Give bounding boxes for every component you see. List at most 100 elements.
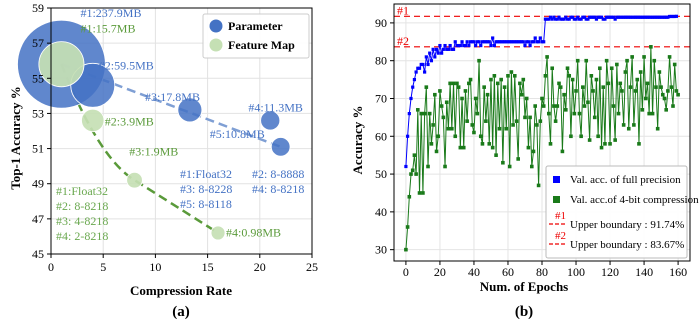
b-legend-boundary-tag-2: #2 (555, 230, 566, 242)
a-legend-box (202, 13, 310, 59)
b-point (480, 40, 485, 44)
a-x-tick-label: 0 (48, 260, 54, 274)
b-point (649, 45, 653, 49)
b-point (479, 43, 483, 48)
b-point (642, 15, 646, 19)
a-y-axis-label: Top-1 Accuracy % (8, 86, 23, 190)
b-point (431, 123, 435, 127)
b-point (560, 17, 565, 21)
b-point (541, 104, 546, 108)
b-point (531, 40, 536, 44)
b-point (613, 138, 617, 142)
b-point (572, 17, 576, 21)
b-point (434, 149, 439, 154)
a-legend-parameter-marker (209, 19, 223, 33)
b-point (579, 17, 583, 21)
b-point (468, 40, 473, 44)
b-point (552, 15, 556, 19)
b-point (661, 15, 665, 19)
b-point (511, 123, 515, 127)
b-point (409, 96, 413, 101)
b-point (463, 89, 468, 93)
b-x-tick-label: 140 (635, 265, 653, 279)
b-point (609, 66, 614, 71)
b-point (472, 40, 476, 44)
b-point (472, 130, 476, 135)
b-point (596, 134, 600, 139)
b-point (587, 138, 592, 142)
b-point (603, 142, 607, 146)
b-point (596, 15, 600, 19)
b-point (518, 40, 522, 44)
b-point (513, 40, 517, 44)
b-y-tick-label: 30 (375, 243, 387, 257)
a-legend-parameter-label: Parameter (228, 19, 283, 33)
b-point (604, 58, 609, 63)
b-point (518, 81, 522, 86)
b-point (649, 15, 653, 19)
a-parameter-bubble-5 (270, 137, 291, 157)
b-point (620, 89, 624, 93)
a-parameter-config-label: #5: 8-8118 (180, 197, 232, 211)
b-point (526, 145, 531, 150)
b-point (538, 119, 543, 123)
b-point (506, 40, 510, 44)
b-point (416, 66, 420, 70)
b-y-tick-label: 40 (375, 205, 387, 219)
b-point (598, 66, 602, 71)
b-point (548, 142, 553, 146)
b-point (565, 17, 570, 21)
b-point (490, 145, 495, 150)
b-point (654, 85, 658, 89)
b-point (536, 40, 541, 44)
b-point (542, 40, 546, 44)
b-point (637, 142, 641, 146)
b-point (412, 153, 417, 157)
b-point (480, 142, 485, 146)
b-y-tick-label: 70 (375, 91, 387, 105)
b-point (494, 153, 498, 157)
a-parameter-point-label: #5:10.8MB (210, 127, 265, 141)
a-plot-frame (50, 7, 313, 255)
b-point (431, 47, 435, 51)
b-point (656, 15, 660, 19)
b-point (414, 172, 418, 176)
b-point (407, 112, 411, 116)
b-point (633, 15, 638, 19)
b-point (540, 40, 544, 44)
b-point (635, 15, 639, 19)
b-point (627, 15, 631, 19)
b-point (506, 74, 510, 78)
b-point (424, 85, 429, 89)
b-point (484, 40, 488, 44)
b-point (429, 59, 434, 63)
a-parameter-point-label: #4:11.3MB (248, 101, 303, 115)
b-point (485, 40, 490, 44)
b-x-tick-label: 40 (468, 265, 480, 279)
b-point (640, 108, 645, 112)
b-legend-label-1: Val. acc. of full precision (570, 174, 681, 186)
b-point (516, 40, 520, 44)
b-point (642, 55, 646, 59)
b-x-tick-label: 60 (502, 265, 514, 279)
b-point (616, 15, 621, 19)
b-point (529, 164, 534, 169)
a-y-tick-label: 49 (32, 177, 44, 191)
b-point (535, 40, 539, 44)
b-point (593, 15, 597, 19)
a-parameter-config-label: #3: 8-8228 (180, 182, 232, 196)
b-point (664, 15, 668, 19)
b-point (579, 134, 583, 139)
a-y-tick-label: 55 (32, 71, 44, 85)
b-point (477, 40, 481, 44)
b-point (436, 51, 440, 55)
b-point (482, 40, 486, 44)
b-point (512, 74, 517, 78)
b-point (588, 15, 592, 19)
b-point (672, 62, 677, 67)
b-point (592, 115, 597, 120)
b-point (484, 119, 488, 123)
b-point (577, 17, 582, 21)
b-point (497, 40, 502, 44)
b-point (424, 55, 428, 59)
